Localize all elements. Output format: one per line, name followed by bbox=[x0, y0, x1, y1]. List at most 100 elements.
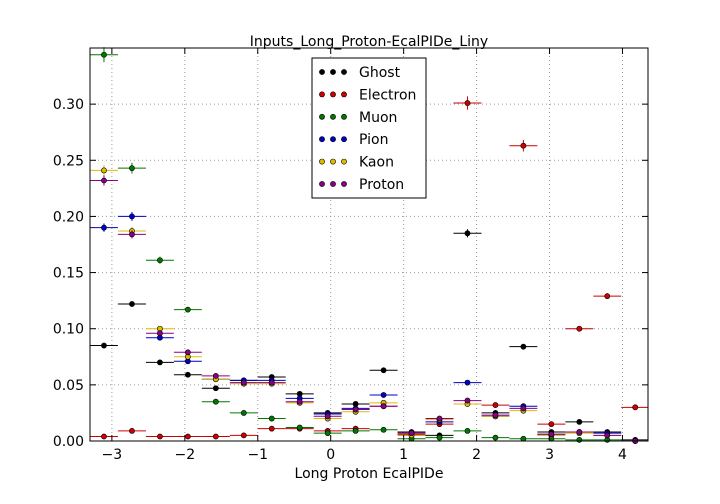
data-point bbox=[352, 406, 359, 413]
legend-label: Muon bbox=[359, 110, 397, 126]
x-tick-label: −1 bbox=[247, 447, 268, 463]
y-tick-label: 0.10 bbox=[53, 322, 84, 338]
legend-marker bbox=[330, 91, 336, 98]
data-point bbox=[520, 343, 527, 350]
data-point bbox=[296, 424, 303, 431]
data-point bbox=[240, 410, 247, 416]
series-proton bbox=[90, 175, 648, 444]
data-point bbox=[157, 433, 163, 440]
y-tick-label: 0.30 bbox=[53, 97, 84, 113]
data-point bbox=[184, 433, 191, 440]
data-point bbox=[157, 359, 163, 366]
legend-marker bbox=[341, 181, 347, 187]
data-point bbox=[492, 412, 499, 419]
data-point bbox=[576, 325, 583, 332]
legend-marker bbox=[330, 69, 336, 75]
data-point bbox=[212, 385, 219, 392]
y-tick-label: 0.00 bbox=[53, 434, 84, 450]
legend: Ghost Electron Muon Pion Kaon Proton bbox=[311, 57, 427, 199]
data-point bbox=[380, 426, 387, 433]
data-point bbox=[464, 100, 471, 106]
data-point bbox=[129, 213, 135, 220]
data-point bbox=[129, 165, 135, 172]
data-point bbox=[184, 371, 191, 378]
data-point bbox=[101, 51, 107, 58]
y-axis: 0.00 0.05 0.10 0.15 0.20 0.25 0.30 bbox=[53, 97, 648, 450]
data-point bbox=[576, 419, 583, 425]
y-tick-label: 0.05 bbox=[53, 378, 84, 394]
data-point bbox=[268, 425, 275, 432]
legend-label: Proton bbox=[359, 177, 404, 193]
data-point bbox=[101, 342, 107, 349]
data-point bbox=[212, 372, 219, 379]
data-point bbox=[184, 349, 191, 356]
data-point bbox=[157, 330, 163, 337]
legend-label: Electron bbox=[359, 87, 416, 103]
x-tick-label: −2 bbox=[175, 447, 196, 463]
data-point bbox=[548, 431, 555, 438]
data-point bbox=[604, 293, 611, 300]
data-point bbox=[548, 421, 555, 428]
x-tick-label: 0 bbox=[326, 447, 335, 463]
x-tick-label: 3 bbox=[545, 447, 554, 463]
data-point bbox=[576, 436, 583, 443]
legend-box bbox=[311, 57, 427, 199]
y-tick-label: 0.25 bbox=[53, 153, 84, 169]
data-point bbox=[380, 403, 387, 410]
data-point bbox=[520, 142, 527, 149]
legend-marker bbox=[341, 158, 347, 165]
data-point bbox=[101, 177, 107, 184]
data-point bbox=[212, 398, 219, 405]
legend-marker bbox=[330, 113, 336, 120]
data-point bbox=[101, 433, 107, 440]
plot-frame bbox=[89, 47, 649, 442]
data-points bbox=[90, 47, 648, 444]
legend-marker bbox=[341, 113, 347, 120]
x-tick-label: −3 bbox=[102, 447, 123, 463]
legend-marker bbox=[330, 158, 336, 165]
x-tick-label: 1 bbox=[399, 447, 408, 463]
legend-marker bbox=[341, 91, 347, 98]
legend-marker bbox=[319, 136, 325, 143]
legend-label: Pion bbox=[359, 132, 388, 148]
legend-marker bbox=[330, 136, 336, 143]
legend-marker bbox=[319, 113, 325, 120]
data-point bbox=[436, 434, 443, 441]
data-point bbox=[380, 367, 387, 374]
data-point bbox=[408, 430, 415, 437]
legend-marker bbox=[319, 158, 325, 165]
data-point bbox=[464, 379, 471, 386]
data-point bbox=[157, 257, 163, 264]
legend-label: Ghost bbox=[359, 65, 401, 81]
data-point bbox=[576, 429, 583, 435]
series-kaon bbox=[90, 165, 648, 444]
legend-label: Kaon bbox=[359, 155, 394, 171]
chart-title: Inputs_Long_Proton-EcalPIDe_Liny bbox=[250, 34, 488, 50]
legend-marker bbox=[319, 69, 325, 75]
legend-marker bbox=[319, 91, 325, 98]
y-tick-label: 0.20 bbox=[53, 209, 84, 225]
data-point bbox=[520, 405, 527, 412]
data-point bbox=[101, 224, 107, 231]
data-point bbox=[129, 427, 135, 434]
legend-marker bbox=[330, 181, 336, 187]
data-point bbox=[240, 379, 247, 386]
legend-marker bbox=[341, 69, 347, 75]
data-point bbox=[464, 230, 471, 237]
data-point bbox=[184, 306, 191, 313]
data-point bbox=[129, 301, 135, 307]
data-point bbox=[240, 432, 247, 439]
y-tick-label: 0.15 bbox=[53, 266, 84, 282]
legend-marker bbox=[319, 181, 325, 187]
data-point bbox=[324, 413, 331, 420]
data-point bbox=[464, 397, 471, 404]
data-point bbox=[380, 392, 387, 398]
data-point bbox=[296, 398, 303, 405]
x-axis: −3 −2 −1 0 1 2 3 4 bbox=[102, 48, 627, 463]
data-point bbox=[492, 402, 499, 408]
x-axis-label: Long Proton EcalPIDe bbox=[295, 466, 444, 482]
series-pion bbox=[90, 212, 648, 444]
x-tick-label: 2 bbox=[472, 447, 481, 463]
data-point bbox=[352, 427, 359, 434]
